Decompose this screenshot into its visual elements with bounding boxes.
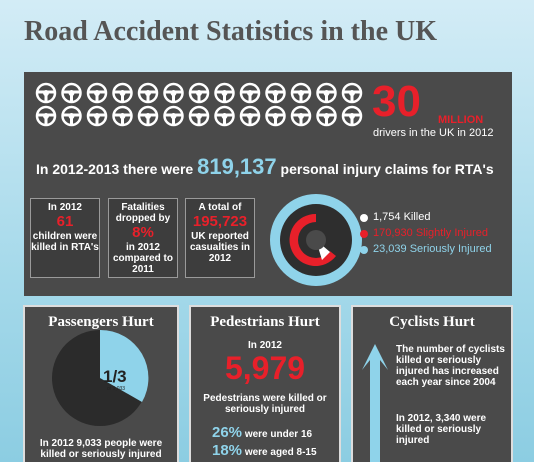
panel-title: Passengers Hurt — [48, 314, 154, 330]
box-text: children were killed in RTA's — [31, 231, 99, 253]
drivers-caption: drivers in the UK in 2012 — [373, 127, 494, 139]
panel-title: Pedestrians Hurt — [210, 314, 320, 330]
claims-text: personal injury claims for RTA's — [280, 161, 494, 177]
steering-wheels — [35, 82, 363, 127]
wheel-icon — [316, 105, 337, 127]
wheel-icon — [61, 82, 82, 104]
claims: In 2012-2013 there were 819,137 personal… — [36, 154, 494, 180]
wheel-icon — [316, 82, 337, 104]
stat: 26% were under 16 — [212, 424, 312, 441]
box-text: UK reported casualties in 2012 — [189, 231, 251, 264]
legend-item: 170,930 Slightly Injured — [373, 227, 488, 239]
caption: In 2012 9,033 people were killed or seri… — [39, 438, 163, 460]
stat-text: were aged 8-15 — [244, 447, 317, 458]
percent: 18% — [212, 442, 243, 459]
wheel-icon — [239, 82, 261, 104]
arrow — [362, 344, 388, 462]
wheel-icon — [35, 82, 57, 104]
panel — [189, 305, 341, 462]
wheel-icon — [265, 105, 286, 127]
panel-title: Cyclists Hurt — [389, 314, 475, 330]
title: Road Accident Statistics in the UK — [24, 16, 437, 47]
wheel-icon — [214, 105, 235, 127]
wheel-icon — [112, 105, 133, 127]
caption: Pedestrians were killed or seriously inj… — [203, 393, 327, 415]
wheel-icon — [188, 82, 210, 104]
pie — [52, 329, 149, 426]
wheel-icon — [163, 82, 184, 104]
wheel-icon — [137, 105, 159, 127]
percent: 26% — [212, 424, 243, 441]
box-number: 61 — [56, 213, 74, 230]
wheel-icon — [239, 105, 261, 127]
wheel-icon — [188, 105, 210, 127]
wheel-icon — [61, 105, 82, 127]
year: In 2012 — [248, 340, 282, 351]
wheel-icon — [214, 82, 235, 104]
pedestrians-number: 5,979 — [224, 350, 306, 386]
wheel-icon — [86, 82, 108, 104]
text: The number of cyclists killed or serious… — [396, 344, 505, 388]
box-text: A total of — [198, 202, 242, 213]
text: In 2012, 3,340 were killed or seriously … — [396, 413, 487, 446]
fraction-note: of 9,033 — [107, 386, 126, 392]
wheel-icon — [290, 105, 312, 127]
wheel-icon — [163, 105, 184, 127]
stat-text: were under 16 — [244, 429, 313, 440]
wheel-icon — [341, 82, 363, 104]
box-number: 195,723 — [192, 213, 248, 230]
box-text: Fatalities dropped by — [115, 202, 171, 224]
legend-item: 1,754 Killed — [373, 211, 431, 223]
stat-box: Fatalities dropped by 8% in 2012 compared … — [108, 198, 178, 278]
donut — [270, 194, 368, 286]
wheel-icon — [112, 82, 133, 104]
wheel-icon — [265, 82, 286, 104]
claims-text: In 2012-2013 there were — [36, 161, 194, 177]
box-text: in 2012 compared to 2011 — [112, 242, 173, 275]
wheel-icon — [290, 82, 312, 104]
wheel-icon — [35, 105, 57, 127]
wheel-icon — [137, 82, 159, 104]
box-number: 8% — [132, 224, 154, 241]
stat-box: In 2012 61 children were killed in RTA's — [30, 198, 100, 278]
claims-number: 819,137 — [197, 154, 277, 179]
fraction: 1/3 — [103, 367, 127, 386]
wheel-icon — [86, 105, 108, 127]
drivers-unit: MILLION — [438, 114, 484, 126]
drivers-number: 30 — [372, 77, 421, 126]
legend-item: 23,039 Seriously Injured — [373, 243, 492, 255]
stat: 18% were aged 8-15 — [212, 442, 317, 459]
wheel-icon — [341, 105, 363, 127]
stat-box: A total of 195,723 UK reported casualties … — [185, 198, 255, 278]
box-text: In 2012 — [48, 202, 82, 213]
